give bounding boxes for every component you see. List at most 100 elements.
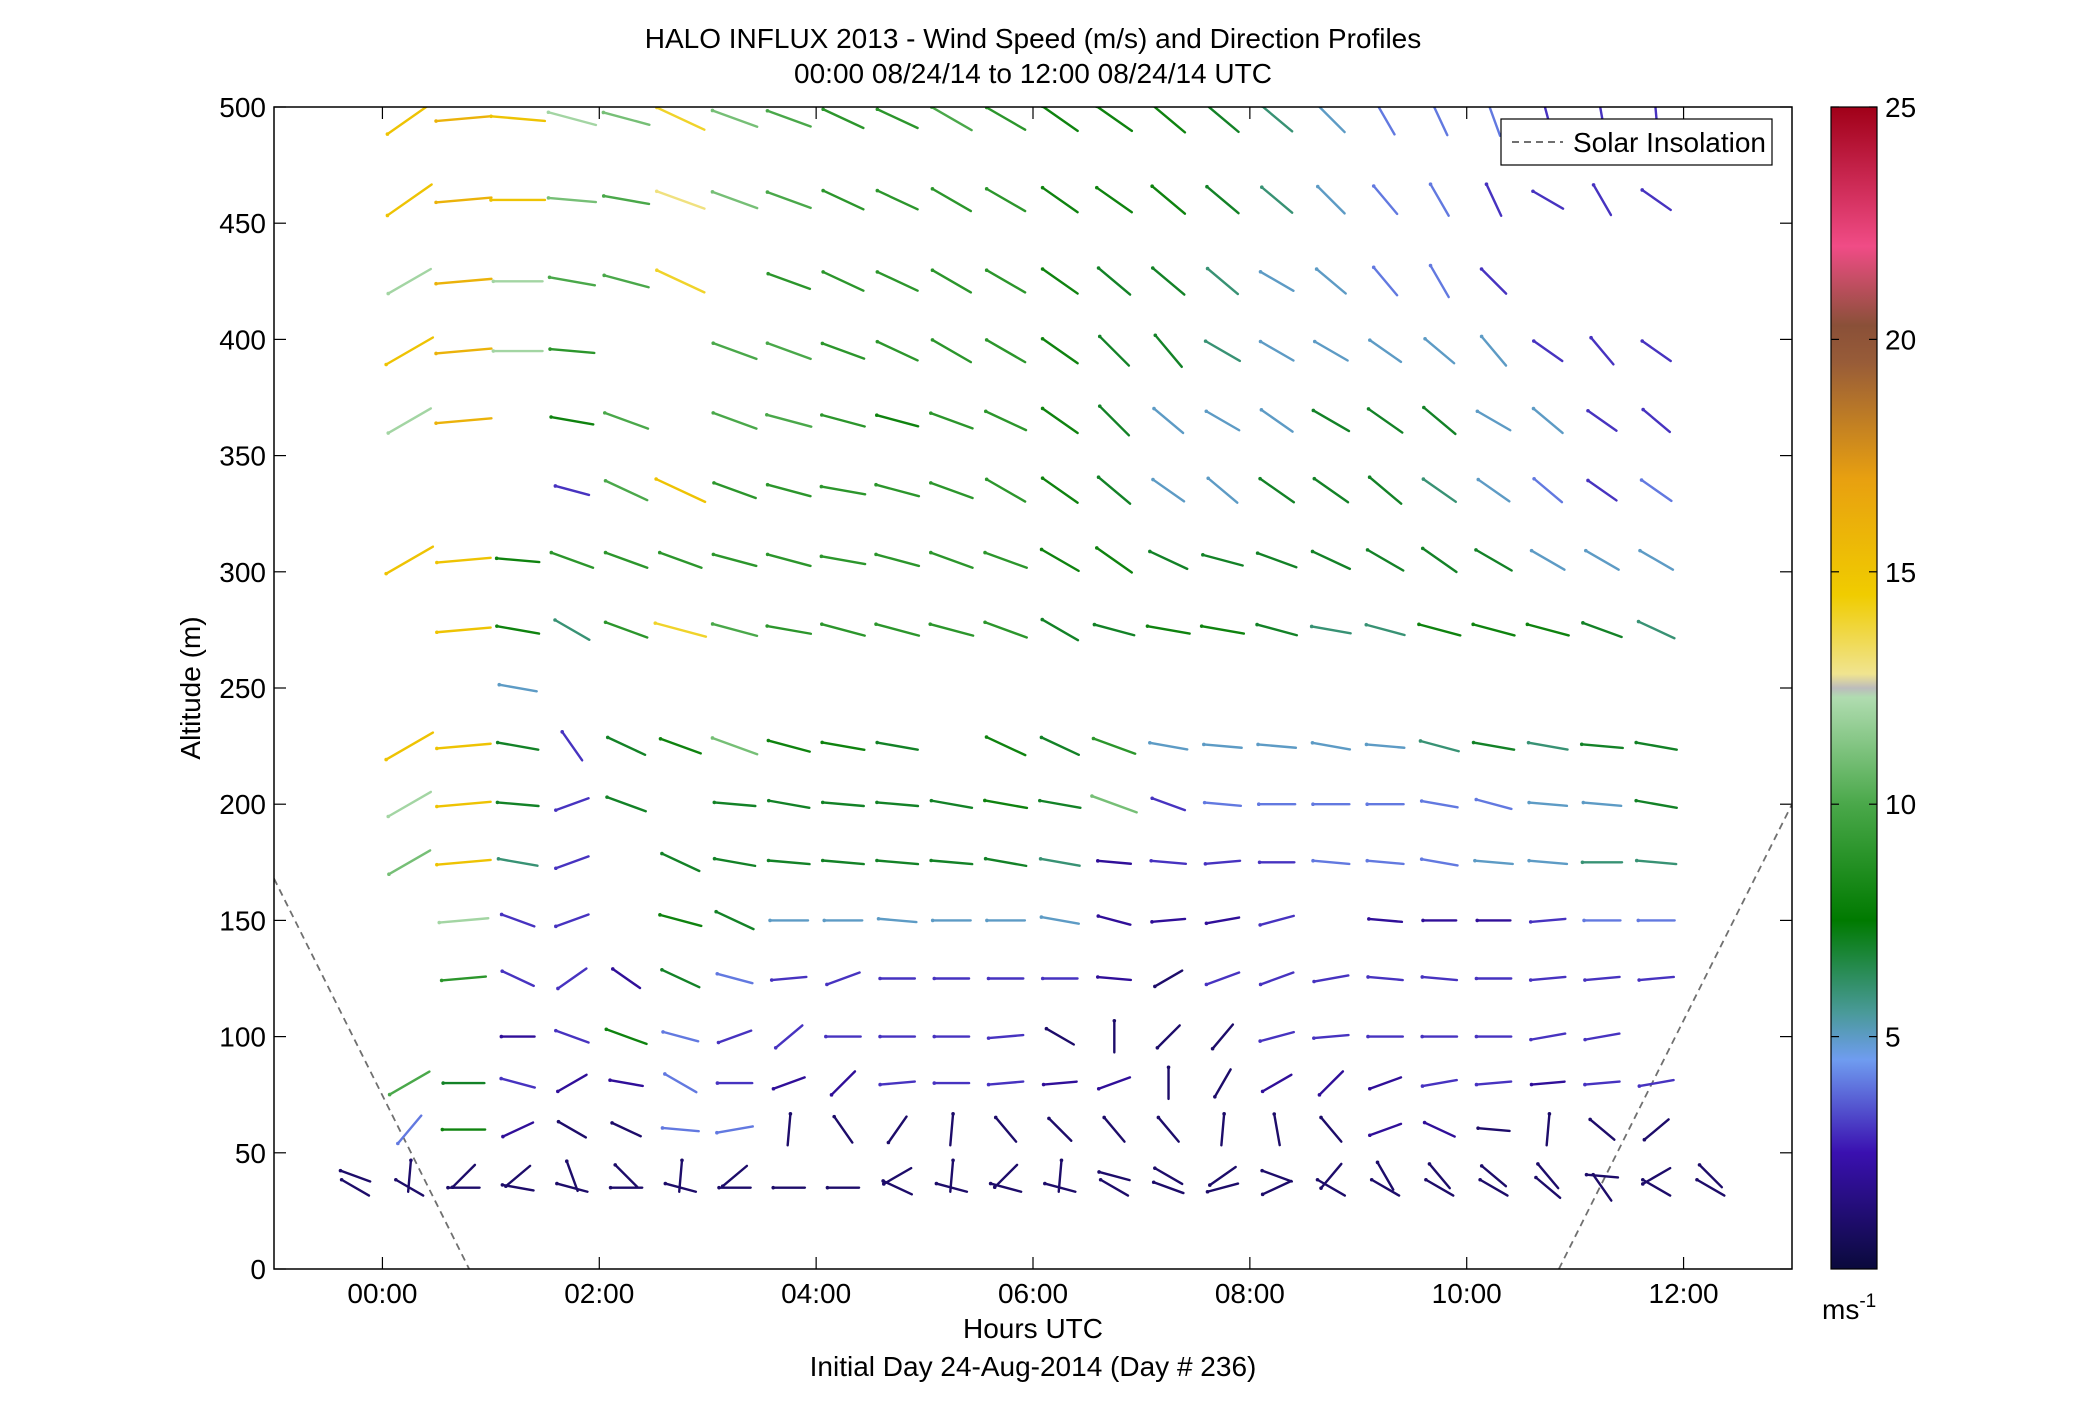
wind-vector-tail <box>1525 622 1530 627</box>
wind-vector <box>387 790 433 818</box>
wind-vector <box>887 1115 908 1144</box>
wind-vector <box>993 1163 1019 1189</box>
wind-vector-tail <box>1311 858 1315 863</box>
wind-vector-tail <box>1095 975 1100 979</box>
wind-vector <box>1148 741 1189 751</box>
wind-vector-tail <box>555 1181 559 1186</box>
wind-vector-tail <box>495 624 499 628</box>
wind-vector <box>1097 266 1132 296</box>
wind-vector <box>786 1112 792 1147</box>
wind-vector-tail <box>1148 549 1152 554</box>
y-tick-label: 0 <box>250 1254 266 1285</box>
wind-vector-tail <box>1527 800 1531 805</box>
wind-vector-tail <box>1536 1162 1540 1166</box>
wind-vector-tail <box>1636 918 1641 923</box>
wind-vector-tail <box>934 1181 939 1186</box>
wind-vector <box>1310 625 1352 635</box>
wind-vector-tail <box>1421 477 1426 481</box>
wind-vector <box>605 795 647 813</box>
wind-vector <box>1472 741 1516 751</box>
y-axis-label: Altitude (m) <box>175 616 206 759</box>
wind-vector <box>1095 546 1134 574</box>
wind-vector <box>821 108 865 130</box>
wind-vector-tail <box>1145 624 1150 628</box>
y-tick-label: 300 <box>219 557 266 588</box>
wind-vector-tail <box>1421 918 1425 923</box>
wind-vector-tail <box>1476 1126 1480 1130</box>
wind-vector-tail <box>660 1126 665 1130</box>
wind-vector <box>717 1029 753 1044</box>
wind-vector <box>1042 1080 1078 1086</box>
wind-vector <box>875 741 919 751</box>
wind-vector-tail <box>1205 1189 1210 1194</box>
x-tick-label: 04:00 <box>781 1278 851 1309</box>
y-tick-label: 100 <box>219 1022 266 1053</box>
wind-vector-tail <box>1367 1086 1372 1091</box>
wind-vector <box>548 276 597 287</box>
wind-vector <box>501 1121 535 1138</box>
wind-vector-tail <box>1199 624 1204 628</box>
wind-vector <box>1641 339 1672 363</box>
wind-vector-tail <box>1473 858 1477 863</box>
wind-vector-tail <box>1547 1112 1552 1116</box>
wind-vector <box>1643 1118 1670 1141</box>
wind-vector <box>1096 859 1133 865</box>
wind-vector <box>1365 743 1406 749</box>
wind-vector-tail <box>655 268 659 273</box>
y-tick-label: 500 <box>219 92 266 123</box>
wind-vector-tail <box>1204 409 1209 414</box>
wind-vector-tail <box>1097 334 1102 339</box>
wind-vector <box>1545 1112 1551 1147</box>
wind-vector-tail <box>1422 405 1426 410</box>
wind-vector-tail <box>496 857 501 861</box>
wind-vector-tail <box>1155 1045 1160 1050</box>
wind-vector <box>1368 1076 1403 1090</box>
wind-vector-tail <box>1636 619 1641 624</box>
wind-vector <box>881 1179 913 1196</box>
colorbar-tick-label: 5 <box>1885 1022 1901 1053</box>
wind-vector-tail <box>819 554 824 559</box>
wind-vector-tail <box>1653 99 1657 103</box>
wind-vector <box>820 741 866 752</box>
wind-vector-tail <box>387 872 391 876</box>
wind-vector-tail <box>660 851 664 856</box>
wind-vector-tail <box>1419 857 1424 861</box>
wind-vector-tail <box>983 856 988 861</box>
wind-vector-tail <box>1591 1172 1595 1177</box>
wind-vector-tail <box>1479 1164 1484 1168</box>
wind-vector-tail <box>654 477 658 481</box>
wind-vector-tail <box>951 1112 955 1116</box>
wind-vector-tail <box>716 1040 721 1045</box>
wind-vector-tail <box>549 415 553 419</box>
wind-vector-tail <box>1311 802 1315 806</box>
wind-vector-tail <box>1314 267 1319 271</box>
wind-vector-tail <box>820 858 825 863</box>
wind-vector <box>1041 337 1079 365</box>
wind-vector-tail <box>881 1179 885 1183</box>
wind-vector <box>985 478 1027 503</box>
wind-vector <box>1315 267 1347 295</box>
wind-vector <box>1634 741 1678 751</box>
wind-vector <box>504 1164 532 1188</box>
wind-vector-tail <box>1528 920 1533 924</box>
wind-vector-tail <box>1528 978 1533 982</box>
wind-vector-tail <box>765 624 769 628</box>
wind-vector <box>340 1178 371 1197</box>
wind-vector <box>387 849 432 876</box>
wind-vector-tail <box>951 1158 955 1163</box>
wind-vector <box>556 967 588 990</box>
wind-vector-tail <box>663 1181 668 1186</box>
wind-vector-tail <box>1319 1115 1323 1120</box>
wind-vector <box>713 801 757 808</box>
wind-vector <box>930 107 973 132</box>
wind-vector-tail <box>1040 617 1045 622</box>
wind-vector-tail <box>386 431 391 435</box>
wind-vector <box>435 800 492 808</box>
wind-vector-tail <box>1420 1034 1425 1039</box>
wind-vector-tail <box>1367 475 1372 480</box>
wind-vector-tail <box>680 1158 684 1163</box>
wind-vector-tail <box>384 362 388 367</box>
wind-vector-tail <box>385 132 390 136</box>
wind-vector <box>1372 184 1399 216</box>
wind-vector-tail <box>1478 1177 1482 1182</box>
